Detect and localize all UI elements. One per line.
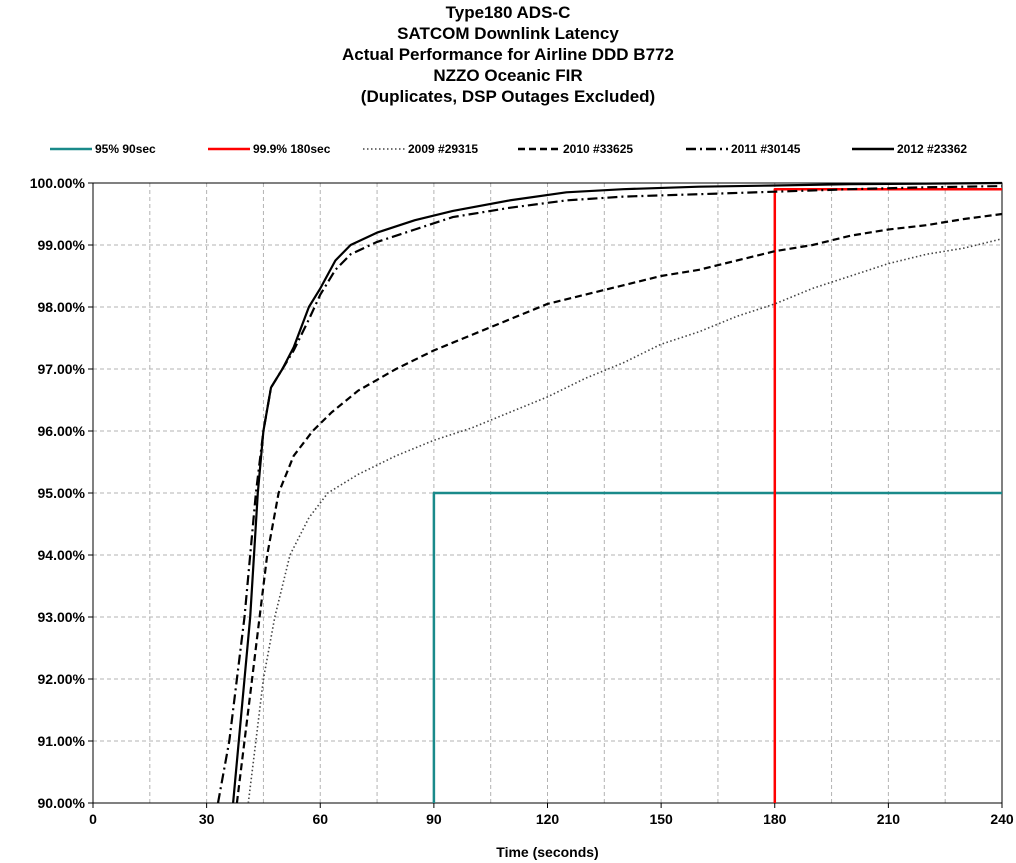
y-tick-label: 98.00% xyxy=(38,299,86,315)
y-tick-label: 96.00% xyxy=(38,423,86,439)
chart-title-line-5: (Duplicates, DSP Outages Excluded) xyxy=(360,87,656,106)
series-line-95-90sec xyxy=(432,491,1002,803)
x-tick-label: 240 xyxy=(990,811,1014,827)
y-tick-label: 94.00% xyxy=(38,547,86,563)
y-tick-label: 95.00% xyxy=(38,485,86,501)
series-line-99-9-180sec xyxy=(773,187,1002,803)
x-tick-label: 60 xyxy=(312,811,328,827)
x-tick-label: 90 xyxy=(426,811,442,827)
x-tick-label: 30 xyxy=(199,811,215,827)
chart-title-line-1: Type180 ADS-C xyxy=(445,3,571,22)
series-line-2009-29315 xyxy=(247,238,1003,804)
legend-label: 95% 90sec xyxy=(95,142,156,156)
y-tick-label: 93.00% xyxy=(38,609,86,625)
x-tick-label: 180 xyxy=(763,811,787,827)
chart-title-line-2: SATCOM Downlink Latency xyxy=(397,24,619,43)
x-tick-label: 150 xyxy=(649,811,673,827)
legend-label: 99.9% 180sec xyxy=(253,142,331,156)
y-tick-label: 97.00% xyxy=(38,361,86,377)
legend-label: 2009 #29315 xyxy=(408,142,478,156)
series-line-2011-30145 xyxy=(216,185,1003,804)
y-tick-label: 92.00% xyxy=(38,671,86,687)
chart-title-line-3: Actual Performance for Airline DDD B772 xyxy=(342,45,674,64)
legend: 95% 90sec 99.9% 180sec 2009 #29315 2010 #33… xyxy=(50,142,967,156)
series-line-2010-33625 xyxy=(235,212,1003,804)
chart-title-line-4: NZZO Oceanic FIR xyxy=(433,66,583,85)
x-tick-label: 120 xyxy=(536,811,560,827)
series-line-2012-23362 xyxy=(232,181,1003,804)
legend-label: 2010 #33625 xyxy=(563,142,633,156)
series-group xyxy=(216,181,1003,804)
axes: 0 30 60 90 120 150 180 210 240 90.00% 91.00% 92.00%… xyxy=(30,175,1014,827)
x-axis-title: Time (seconds) xyxy=(496,844,598,860)
y-tick-label: 90.00% xyxy=(38,795,86,811)
y-tick-label: 99.00% xyxy=(38,237,86,253)
y-tick-label: 100.00% xyxy=(30,175,86,191)
legend-label: 2012 #23362 xyxy=(897,142,967,156)
legend-label: 2011 #30145 xyxy=(731,142,801,156)
chart-title: Type180 ADS-C SATCOM Downlink Latency Ac… xyxy=(0,2,1016,107)
x-tick-label: 0 xyxy=(89,811,97,827)
x-tick-label: 210 xyxy=(877,811,901,827)
y-tick-label: 91.00% xyxy=(38,733,86,749)
